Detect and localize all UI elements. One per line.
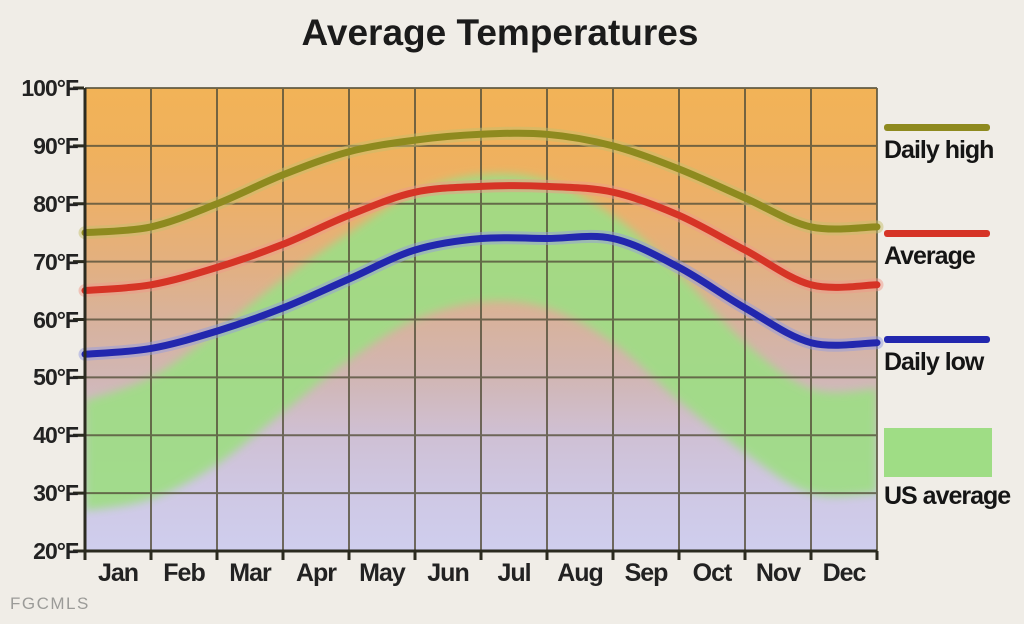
us-average-band-swatch bbox=[884, 428, 992, 477]
x-axis-label: Jul bbox=[497, 559, 531, 587]
x-axis-label: Aug bbox=[557, 559, 604, 587]
legend-label-us-average: US average bbox=[884, 482, 1011, 510]
x-axis-label: May bbox=[359, 559, 406, 587]
legend-label-average: Average bbox=[884, 242, 976, 270]
legend-item-daily-low: Daily low bbox=[884, 336, 990, 377]
daily-high-line bbox=[81, 129, 881, 237]
chart-title: Average Temperatures bbox=[301, 12, 699, 53]
x-axis-label: Oct bbox=[692, 559, 733, 587]
x-axis-label: Dec bbox=[822, 559, 867, 587]
legend-item-us-average: US average bbox=[884, 428, 1011, 511]
x-axis-label: Mar bbox=[229, 559, 271, 587]
x-axis-label: Sep bbox=[624, 559, 669, 587]
x-axis-label: Apr bbox=[295, 559, 337, 587]
y-axis-label: 90°F bbox=[33, 132, 79, 159]
x-axis-label: Jun bbox=[427, 559, 469, 587]
x-axis-label: Nov bbox=[755, 559, 801, 587]
y-axis-label: 100°F bbox=[21, 75, 79, 101]
average-line-swatch bbox=[884, 230, 990, 237]
y-axis-label: 60°F bbox=[33, 306, 79, 333]
legend-item-average: Average bbox=[884, 230, 990, 271]
daily-high-line-swatch bbox=[884, 124, 990, 131]
y-axis-label: 20°F bbox=[33, 538, 79, 564]
axes bbox=[73, 86, 879, 560]
legend-label-daily-high: Daily high bbox=[884, 136, 994, 164]
temperature-chart bbox=[73, 86, 884, 560]
x-axis-label: Feb bbox=[163, 559, 205, 587]
y-axis-label: 30°F bbox=[33, 480, 79, 507]
average-line bbox=[81, 182, 881, 295]
y-axis-label: 40°F bbox=[33, 422, 79, 449]
y-axis-label: 80°F bbox=[33, 190, 79, 217]
legend-label-daily-low: Daily low bbox=[884, 348, 984, 376]
y-axis-label: 70°F bbox=[33, 248, 79, 275]
x-axis-label: Jan bbox=[97, 559, 139, 587]
legend-item-daily-high: Daily high bbox=[884, 124, 994, 165]
daily-low-line bbox=[81, 232, 881, 358]
daily-low-line-swatch bbox=[884, 336, 990, 343]
y-axis-label: 50°F bbox=[33, 364, 79, 391]
watermark: FGCMLS bbox=[10, 594, 90, 613]
